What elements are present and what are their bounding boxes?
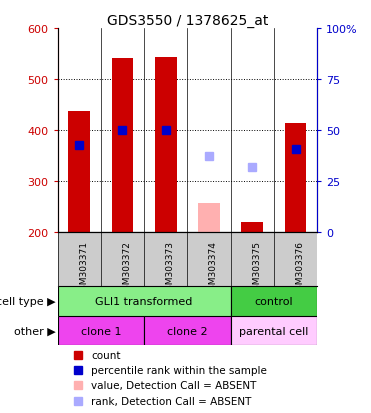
Text: GSM303375: GSM303375	[252, 241, 261, 295]
Text: GSM303374: GSM303374	[209, 241, 218, 295]
Text: rank, Detection Call = ABSENT: rank, Detection Call = ABSENT	[91, 396, 252, 406]
Text: count: count	[91, 350, 121, 360]
Title: GDS3550 / 1378625_at: GDS3550 / 1378625_at	[107, 14, 268, 28]
Bar	[231, 287, 317, 316]
Bar	[112, 58, 133, 233]
Text: GLI1 transformed: GLI1 transformed	[95, 297, 193, 306]
Text: GSM303373: GSM303373	[166, 241, 175, 295]
Bar	[231, 316, 317, 346]
Text: GSM303371: GSM303371	[79, 241, 88, 295]
Text: other ▶: other ▶	[14, 326, 55, 336]
Text: parental cell: parental cell	[239, 326, 309, 336]
Text: control: control	[255, 297, 293, 306]
Bar	[68, 112, 90, 233]
Bar	[155, 58, 177, 233]
Bar	[285, 124, 306, 233]
Bar	[58, 316, 144, 346]
Text: value, Detection Call = ABSENT: value, Detection Call = ABSENT	[91, 380, 257, 390]
Bar	[144, 316, 231, 346]
Bar	[198, 204, 220, 233]
Text: GSM303372: GSM303372	[122, 241, 131, 295]
Bar	[58, 287, 231, 316]
Text: GSM303376: GSM303376	[296, 241, 305, 295]
Text: percentile rank within the sample: percentile rank within the sample	[91, 365, 267, 375]
Text: cell type ▶: cell type ▶	[0, 297, 55, 306]
Bar	[242, 222, 263, 233]
Text: clone 2: clone 2	[167, 326, 208, 336]
Text: clone 1: clone 1	[81, 326, 121, 336]
